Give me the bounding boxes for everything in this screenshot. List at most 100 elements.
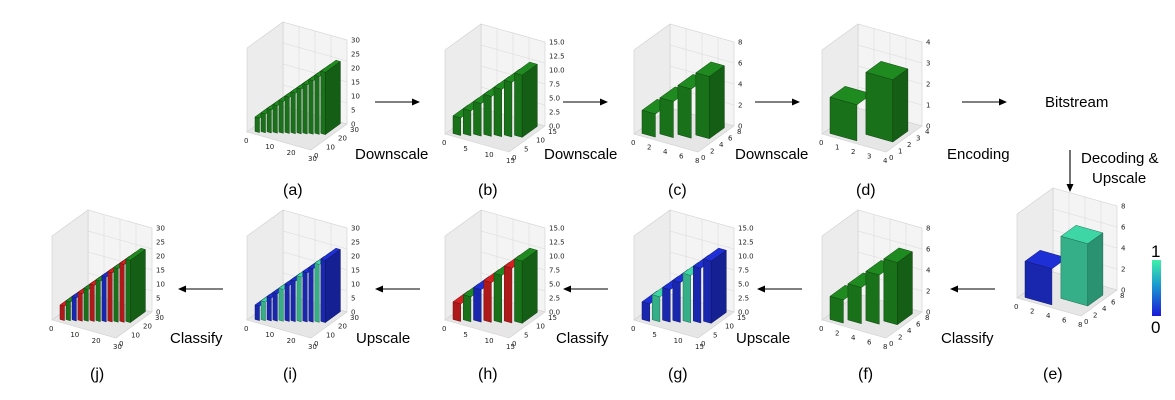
dtick-j-1: 20 [143, 323, 152, 331]
dtick-d-0: 4 [925, 128, 930, 136]
xtick-e-2: 4 [1046, 312, 1051, 320]
xtick-f-0: 0 [819, 325, 823, 333]
xtick-d-1: 1 [835, 144, 839, 152]
voxel-front-i-8 [302, 271, 308, 323]
step-decoding-line2: Upscale [1092, 170, 1147, 187]
voxel-front-c-0 [641, 109, 656, 138]
voxel-side-j-11 [130, 249, 146, 324]
dtick-a-2: 10 [326, 143, 335, 151]
xtick-d-4: 4 [883, 157, 888, 165]
xtick-d-3: 3 [867, 153, 871, 161]
ytick-c-2: 4 [738, 81, 743, 89]
dtick-i-0: 30 [350, 314, 359, 322]
xtick-g-3: 15 [695, 343, 704, 351]
ytick-h-2: 10.0 [549, 253, 565, 261]
xtick-d-0: 0 [819, 139, 823, 147]
voxel-front-h-5 [504, 265, 513, 324]
dtick-c-4: 0 [701, 154, 705, 162]
voxels-i [254, 247, 341, 324]
voxel-front-a-2 [266, 108, 272, 134]
xtick-j-2: 20 [92, 337, 101, 345]
panel-label-c: (c) [668, 182, 687, 199]
dtick-c-1: 6 [728, 135, 733, 143]
arrow-b-to-c [563, 98, 608, 106]
voxel-front-i-7 [296, 275, 302, 323]
voxel-front-b-1 [463, 108, 472, 137]
step-classify-2: Classify [556, 330, 609, 347]
xtick-c-4: 8 [695, 157, 699, 165]
voxel-front-i-9 [308, 267, 314, 323]
ytick-g-5: 2.5 [738, 295, 749, 303]
dtick-j-2: 10 [131, 331, 140, 339]
ytick-i-4: 10 [351, 281, 360, 289]
voxels-e [1024, 225, 1104, 307]
arrow-f-to-g [757, 285, 802, 293]
xtick-e-4: 8 [1078, 321, 1082, 329]
ytick-g-3: 7.5 [738, 267, 749, 275]
voxel-front-i-0 [254, 304, 260, 321]
dtick-b-0: 15 [548, 128, 557, 136]
voxel-front-h-4 [493, 272, 502, 324]
step-downscale-1: Downscale [355, 146, 429, 163]
xtick-j-0: 0 [49, 325, 53, 333]
dtick-h-1: 10 [536, 323, 545, 331]
step-decoding-line1: Decoding & [1081, 150, 1159, 167]
ytick-e-3: 2 [1121, 266, 1125, 274]
voxel-front-j-0 [59, 304, 65, 321]
ytick-j-5: 5 [156, 295, 160, 303]
ytick-f-4: 0 [926, 309, 930, 317]
voxel-front-j-1 [65, 300, 71, 322]
ytick-a-4: 10 [351, 93, 360, 101]
xtick-b-1: 5 [463, 145, 467, 153]
arrow-h-to-i [375, 285, 420, 293]
ytick-j-2: 20 [156, 253, 165, 261]
ytick-b-5: 2.5 [549, 109, 560, 117]
voxels-a [254, 59, 341, 136]
voxel-front-h-1 [463, 294, 472, 323]
xtick-h-1: 5 [463, 331, 467, 339]
step-classify-1: Classify [941, 330, 994, 347]
dtick-i-3: 0 [314, 340, 318, 348]
ytick-c-0: 8 [738, 39, 742, 47]
panel-label-h: (h) [478, 366, 498, 383]
ytick-e-1: 6 [1121, 224, 1126, 232]
ytick-d-3: 1 [926, 102, 930, 110]
dtick-i-1: 20 [338, 323, 347, 331]
voxels-j [59, 247, 146, 324]
ytick-a-2: 20 [351, 65, 360, 73]
voxel-front-a-4 [278, 99, 284, 134]
xtick-i-0: 0 [244, 325, 248, 333]
ytick-f-1: 6 [926, 246, 931, 254]
voxel-front-i-4 [278, 287, 284, 322]
dtick-b-2: 5 [524, 145, 528, 153]
voxel-front-e-1 [1060, 235, 1089, 307]
dtick-e-4: 0 [1084, 318, 1088, 326]
xtick-g-2: 10 [674, 337, 683, 345]
ytick-b-1: 12.5 [549, 53, 565, 61]
voxel-front-a-10 [314, 74, 320, 135]
voxel-front-i-11 [320, 258, 326, 323]
voxel-front-a-3 [272, 104, 278, 134]
ytick-f-2: 4 [926, 267, 931, 275]
voxel-front-g-4 [682, 272, 691, 324]
bitstream-label: Bitstream [1045, 94, 1109, 111]
voxel-front-a-5 [284, 95, 290, 134]
xtick-j-1: 10 [70, 331, 79, 339]
voxel-front-a-11 [320, 70, 326, 135]
ytick-i-6: 0 [351, 309, 355, 317]
voxel-front-c-3 [695, 72, 710, 140]
ytick-a-5: 5 [351, 107, 355, 115]
voxel-front-g-0 [641, 301, 650, 322]
voxel-front-a-9 [308, 79, 314, 135]
arrow-g-to-h [563, 285, 608, 293]
dtick-i-2: 10 [326, 331, 335, 339]
voxels-c [641, 61, 725, 140]
ytick-i-5: 5 [351, 295, 355, 303]
ytick-i-3: 15 [351, 267, 360, 275]
voxel-front-a-0 [254, 116, 260, 133]
